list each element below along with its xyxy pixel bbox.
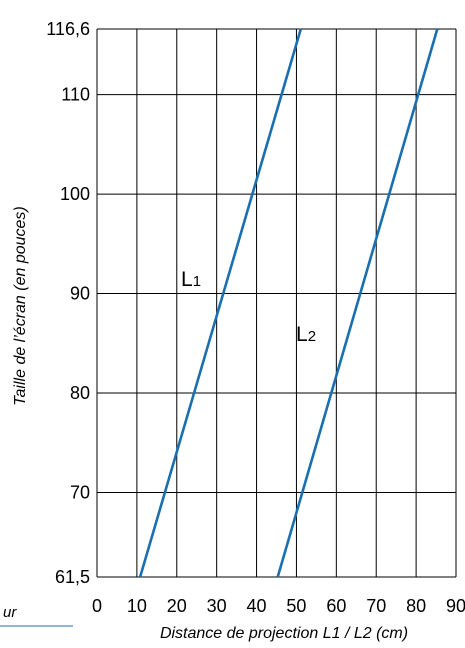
x-tick-labels: 0 10 20 30 40 50 60 70 80 90 <box>92 596 465 616</box>
series-line-l2 <box>276 28 439 578</box>
y-tick-label-4: 100 <box>60 184 90 204</box>
series-labels: L1 L2 <box>181 268 316 346</box>
grid <box>96 28 457 578</box>
series-label-l2-sub: 2 <box>308 328 316 345</box>
x-tick-label-0: 0 <box>92 596 102 616</box>
series-line-l1 <box>138 28 303 578</box>
series-label-l1-main: L <box>181 268 193 291</box>
y-tick-label-1: 70 <box>70 482 90 502</box>
x-tick-label-1: 10 <box>127 596 147 616</box>
y-tick-label-3: 90 <box>70 284 90 304</box>
x-tick-label-3: 30 <box>207 596 227 616</box>
series-label-l2: L2 <box>296 323 316 346</box>
x-tick-label-8: 80 <box>406 596 426 616</box>
series-label-l2-main: L <box>296 323 308 346</box>
x-tick-label-4: 40 <box>247 596 267 616</box>
x-tick-label-9: 90 <box>446 596 465 616</box>
series-label-l1-sub: 1 <box>193 273 201 290</box>
y-tick-label-0: 61,5 <box>55 567 90 587</box>
y-tick-label-5: 110 <box>61 85 90 105</box>
x-tick-label-2: 20 <box>167 596 187 616</box>
y-tick-labels: 61,5 70 80 90 100 110 116,6 <box>46 19 90 587</box>
x-axis-title: Distance de projection L1 / L2 (cm) <box>160 625 408 642</box>
x-tick-label-5: 50 <box>286 596 306 616</box>
x-tick-label-6: 60 <box>326 596 346 616</box>
series-label-l1: L1 <box>181 268 201 291</box>
y-tick-label-2: 80 <box>70 383 90 403</box>
y-axis-title: Taille de l’écran (en pouces) <box>12 206 29 406</box>
corner-text-fragment: ur <box>3 604 17 621</box>
x-tick-label-7: 70 <box>366 596 386 616</box>
y-tick-label-6: 116,6 <box>46 19 90 39</box>
series-lines <box>138 28 439 578</box>
